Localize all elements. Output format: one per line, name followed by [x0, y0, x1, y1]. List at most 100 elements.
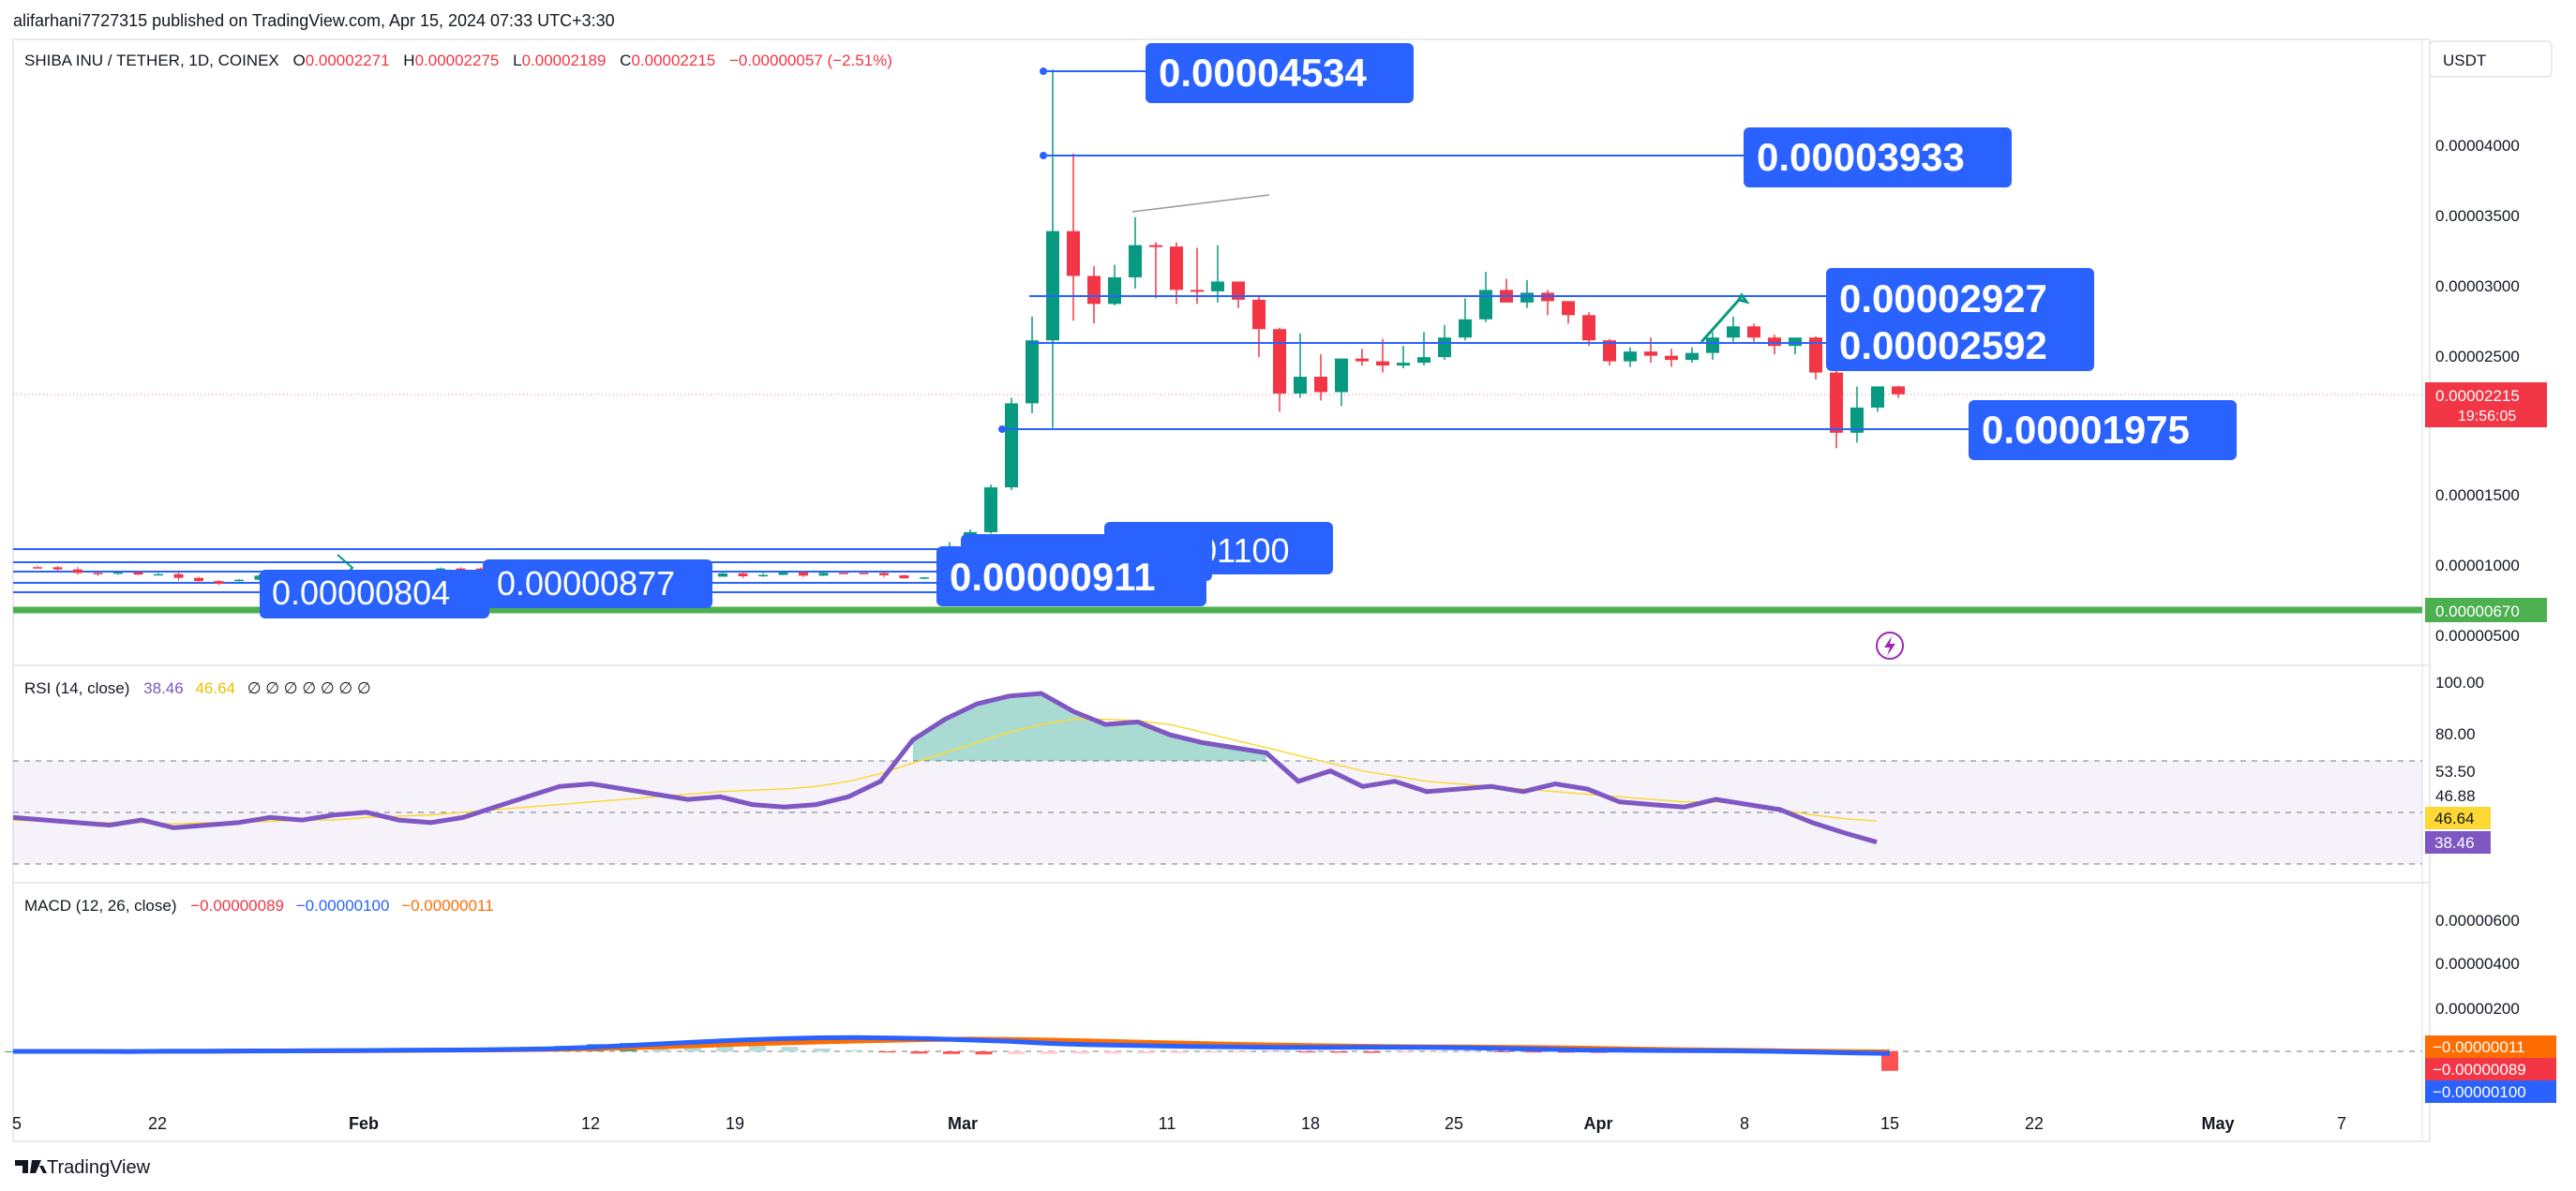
annotation-box [1146, 43, 1414, 103]
macd-histogram-bar [1169, 1051, 1187, 1053]
macd-histogram-bar [1428, 1051, 1445, 1053]
candle-body [758, 574, 768, 577]
macd-line [13, 1035, 1891, 1056]
candle-body [1273, 329, 1286, 394]
support-price-marker: 0.00000670 [2425, 598, 2547, 622]
tradingview-logo-icon [15, 1160, 47, 1173]
macd-histogram-bar [1008, 1051, 1026, 1055]
candle-body [859, 573, 869, 574]
candle-body [1314, 377, 1327, 393]
candle-body [52, 567, 63, 570]
annotation-00000804: 0.00000804 [272, 573, 450, 612]
high-value: 0.00002275 [415, 52, 500, 69]
candle-body [1706, 337, 1719, 353]
macd-histogram-bar [1298, 1051, 1316, 1053]
rsi-tick: 53.50 [2435, 763, 2476, 781]
macd-hist-marker-value: −0.00000089 [2433, 1061, 2526, 1079]
time-tick: 18 [1301, 1114, 1320, 1133]
annotation-00001975: 0.00001975 [1982, 408, 2190, 452]
currency-button[interactable]: USDT [2429, 40, 2553, 78]
macd-hist-value: −0.00000089 [190, 897, 284, 915]
candle-body [1892, 386, 1905, 395]
tradingview-brand: TradingView [47, 1157, 151, 1178]
rsi-tick: 80.00 [2435, 725, 2476, 743]
macd-histogram-bar [1396, 1051, 1414, 1053]
arrow-drawing [1700, 292, 1750, 343]
candle-body [1727, 326, 1740, 338]
candle-body [1562, 301, 1575, 316]
candle-body [1191, 290, 1204, 292]
price-tick: 0.00000500 [2435, 627, 2520, 645]
candle-body [920, 577, 929, 579]
macd-histogram-bar [1202, 1051, 1220, 1053]
macd-histogram-bar [1492, 1051, 1510, 1052]
macd-title: MACD (12, 26, close) [24, 897, 177, 915]
macd-histogram-bar [1104, 1051, 1122, 1054]
annotation-box [1826, 268, 2094, 371]
candle-body [778, 572, 788, 575]
candle-body [1129, 245, 1142, 277]
macd-histogram-bar [1040, 1051, 1057, 1054]
tradingview-logo[interactable]: TradingView [15, 1157, 151, 1178]
candle-body [1170, 246, 1183, 290]
macd-histogram-bar [846, 1050, 863, 1051]
macd-histogram-bar [1881, 1051, 1898, 1071]
rsi-tick: 100.00 [2435, 674, 2484, 692]
candle-body [1294, 377, 1307, 394]
candle-body [93, 573, 103, 574]
candle-body [234, 579, 244, 582]
time-tick: 7 [2337, 1114, 2346, 1133]
candle-body [1747, 326, 1760, 338]
candle-body [1789, 337, 1802, 347]
candle-body [154, 573, 163, 576]
macd-histogram-bar [1137, 1051, 1155, 1054]
macd-histogram-bar [1363, 1051, 1381, 1053]
time-tick: 15 [1880, 1114, 1899, 1133]
lightning-icon[interactable] [1876, 632, 1904, 660]
price-annotations[interactable]: 0.00004534 0.00003933 0.00002927 0.00002… [260, 43, 2237, 618]
candle-body [1624, 351, 1637, 362]
published-text: alifarhani7727315 published on TradingVi… [13, 11, 615, 30]
macd-histogram-bar [1266, 1051, 1284, 1052]
trend-line [1131, 194, 1270, 213]
price-axis[interactable]: 0.00004000 0.00003500 0.00003000 0.00002… [2435, 137, 2520, 645]
rsi-marker-value: 38.46 [2434, 834, 2475, 852]
time-tick: 11 [1159, 1114, 1176, 1133]
trend-drawings[interactable] [337, 194, 1750, 582]
symbol-label: SHIBA INU / TETHER, 1D, COINEX [24, 52, 279, 69]
rsi-value-marker: 38.46 [2425, 831, 2491, 854]
time-tick: Apr [1584, 1114, 1613, 1133]
price-tick: 0.00003500 [2435, 207, 2520, 225]
time-tick: 12 [581, 1114, 600, 1133]
level-anchor [998, 425, 1006, 433]
macd-value-marker-value: −0.00000100 [2433, 1083, 2526, 1101]
macd-histogram-bar [1072, 1051, 1090, 1054]
annotation-box [1744, 127, 2012, 187]
candle-body [194, 577, 203, 582]
macd-histogram-bar [748, 1045, 766, 1051]
macd-histogram-bar [877, 1051, 895, 1053]
macd-histogram-bar [975, 1051, 993, 1055]
candle-body [1087, 275, 1101, 305]
annotation-00002592: 0.00002592 [1839, 323, 2047, 367]
candle-body [1438, 337, 1451, 358]
price-tick: 0.00001000 [2435, 557, 2520, 574]
time-axis[interactable]: 5 22 Feb 12 19 Mar 11 18 25 Apr 8 15 22 … [12, 1114, 2346, 1133]
candles [943, 69, 1905, 559]
rsi-axis: 100.00 80.00 53.50 46.88 [2435, 674, 2484, 805]
rsi-ma-value: 46.64 [195, 679, 235, 697]
time-tick: 8 [1740, 1114, 1749, 1133]
macd-signal-value: −0.00000011 [401, 897, 493, 915]
close-value: 0.00002215 [631, 52, 715, 69]
candle-body [1809, 337, 1822, 373]
candle-body [1355, 358, 1369, 362]
rsi-ma-marker-value: 46.64 [2434, 810, 2475, 827]
open-label: O [292, 52, 305, 69]
level-lines[interactable] [998, 67, 1969, 433]
candle-body [1603, 340, 1616, 362]
candle-body [1520, 292, 1534, 303]
candle-body [254, 575, 264, 580]
candle-body [1252, 299, 1266, 330]
macd-histogram-bar [1557, 1051, 1575, 1053]
macd-histogram-bar [910, 1051, 928, 1054]
